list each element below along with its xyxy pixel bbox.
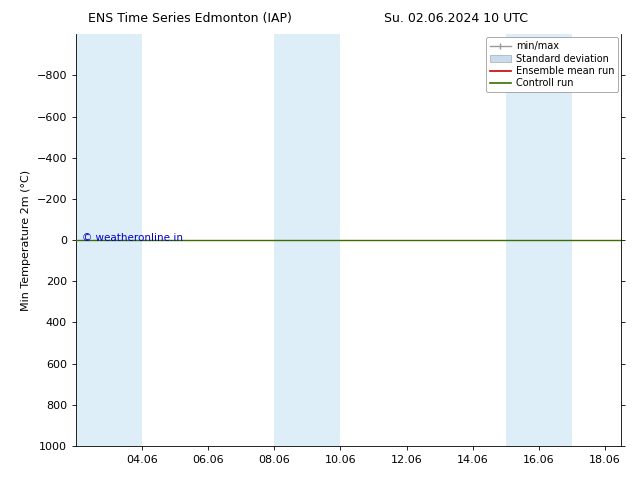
Bar: [275, 34, 340, 446]
Text: Su. 02.06.2024 10 UTC: Su. 02.06.2024 10 UTC: [384, 12, 529, 25]
Bar: [506, 34, 572, 446]
Text: © weatheronline.in: © weatheronline.in: [82, 233, 183, 243]
Bar: [76, 34, 142, 446]
Legend: min/max, Standard deviation, Ensemble mean run, Controll run: min/max, Standard deviation, Ensemble me…: [486, 37, 618, 92]
Text: ENS Time Series Edmonton (IAP): ENS Time Series Edmonton (IAP): [88, 12, 292, 25]
Y-axis label: Min Temperature 2m (°C): Min Temperature 2m (°C): [21, 170, 31, 311]
